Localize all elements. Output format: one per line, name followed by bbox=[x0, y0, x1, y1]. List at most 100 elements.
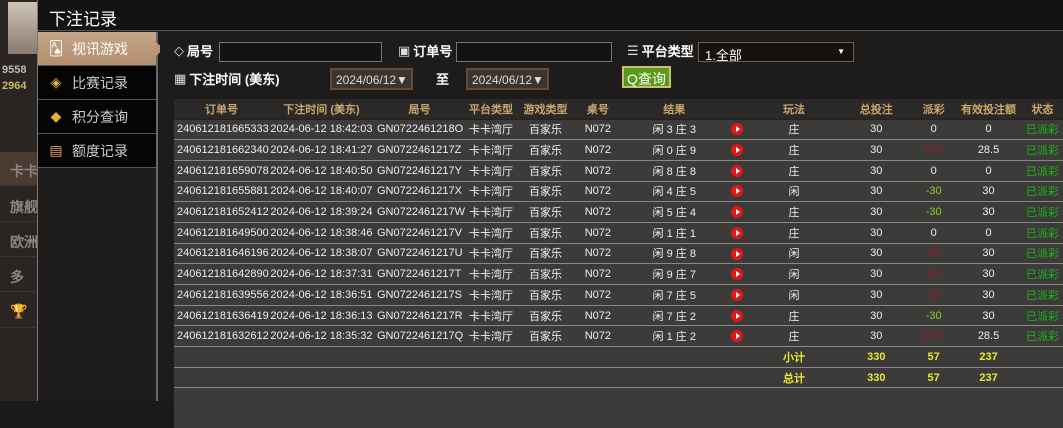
round-id: GN0722461217R bbox=[373, 305, 466, 327]
result: 闲 9 庄 7 bbox=[621, 263, 727, 285]
platform: 卡卡湾厅 bbox=[465, 160, 517, 182]
total-bet: 30 bbox=[841, 222, 912, 244]
status-badge: 已派彩 bbox=[1020, 160, 1063, 182]
empty-cell bbox=[373, 367, 466, 389]
result: 闲 5 庄 4 bbox=[621, 201, 727, 223]
status-badge: 已派彩 bbox=[1020, 263, 1063, 285]
order-id: 240612181646196 bbox=[174, 243, 269, 265]
payout: -30 bbox=[911, 305, 957, 327]
game-type: 百家乐 bbox=[517, 119, 574, 141]
date-to-picker[interactable]: 2024/06/12▼ bbox=[466, 68, 549, 90]
payout: -30 bbox=[911, 201, 957, 223]
table-no: N072 bbox=[573, 201, 622, 223]
total-bet: 30 bbox=[841, 181, 912, 203]
order-id: 240612181636419 bbox=[174, 305, 269, 327]
bet-table: 订单号 下注时间 (美东) 局号 平台类型 游戏类型 桌号 结果 玩法 总投注 派彩 有效投注额 状态… bbox=[174, 99, 1063, 428]
order-input[interactable] bbox=[456, 42, 612, 62]
replay-cell bbox=[726, 284, 747, 306]
result: 闲 1 庄 1 bbox=[621, 222, 727, 244]
table-no: N072 bbox=[573, 119, 622, 141]
bet-type: 庄 bbox=[746, 119, 842, 141]
menu-item-video-games[interactable]: 🂡 视讯游戏 bbox=[38, 32, 164, 66]
subtotal-payout: 57 bbox=[911, 346, 957, 368]
play-video-icon[interactable] bbox=[730, 123, 743, 136]
replay-cell bbox=[726, 139, 747, 161]
platform: 卡卡湾厅 bbox=[465, 222, 517, 244]
order-label: 订单号 bbox=[413, 44, 453, 59]
ticket-icon: ◈ bbox=[50, 74, 62, 90]
bet-type: 闲 bbox=[746, 284, 842, 306]
play-video-icon[interactable] bbox=[730, 247, 743, 260]
valid-bet: 30 bbox=[956, 263, 1021, 285]
play-video-icon[interactable] bbox=[730, 288, 743, 301]
table-row: 240612181665333 2024-06-12 18:42:03 GN0722… bbox=[174, 119, 1063, 141]
lobby-item: 欧洲 bbox=[0, 223, 37, 257]
game-type: 百家乐 bbox=[517, 181, 574, 203]
play-video-icon[interactable] bbox=[730, 144, 743, 157]
round-id: GN0722461218O bbox=[373, 119, 466, 141]
valid-bet: 30 bbox=[956, 243, 1021, 265]
table-no: N072 bbox=[573, 325, 622, 348]
empty-cell bbox=[1020, 367, 1063, 389]
query-label: 查询 bbox=[637, 71, 666, 87]
status-badge: 已派彩 bbox=[1020, 305, 1063, 327]
table-no: N072 bbox=[573, 284, 622, 306]
date-from-picker[interactable]: 2024/06/12▼ bbox=[330, 68, 413, 90]
result: 闲 3 庄 3 bbox=[621, 119, 727, 141]
bet-time: 2024-06-12 18:38:46 bbox=[268, 222, 374, 244]
content-area: ◇ 局号 ▣ 订单号 ☰ 平台类型 1.全部 ▼ ▦ 下注时间 (美东) 2024/06/… bbox=[160, 32, 1063, 428]
table-row: 240612181642890 2024-06-12 18:37:31 GN0722… bbox=[174, 263, 1063, 285]
empty-cell bbox=[726, 346, 747, 368]
menu-label: 视讯游戏 bbox=[72, 40, 128, 57]
total-bet: 30 bbox=[841, 160, 912, 182]
bet-type: 庄 bbox=[746, 325, 842, 348]
play-video-icon[interactable] bbox=[730, 309, 743, 322]
platform: 卡卡湾厅 bbox=[465, 263, 517, 285]
game-type: 百家乐 bbox=[517, 160, 574, 182]
lobby-item: 旗舰 bbox=[0, 188, 37, 222]
status-badge: 已派彩 bbox=[1020, 284, 1063, 306]
query-button[interactable]: Q查询 bbox=[622, 66, 671, 88]
round-input[interactable] bbox=[219, 42, 382, 62]
play-video-icon[interactable] bbox=[730, 268, 743, 281]
table-row: 240612181655881 2024-06-12 18:40:07 GN0722… bbox=[174, 181, 1063, 203]
menu-item-points[interactable]: ◆ 积分查询 bbox=[38, 100, 156, 134]
game-type: 百家乐 bbox=[517, 284, 574, 306]
diamond-icon: ◆ bbox=[50, 108, 62, 124]
total-bet: 30 bbox=[841, 263, 912, 285]
result: 闲 8 庄 8 bbox=[621, 160, 727, 182]
total-total-bet: 330 bbox=[841, 367, 912, 389]
list-icon: ☰ bbox=[627, 42, 639, 58]
round-id: GN0722461217Y bbox=[373, 160, 466, 182]
play-video-icon[interactable] bbox=[730, 226, 743, 239]
lobby-item: 多 bbox=[0, 258, 37, 292]
play-video-icon[interactable] bbox=[730, 330, 743, 343]
valid-bet: 30 bbox=[956, 284, 1021, 306]
payout: 0 bbox=[911, 222, 957, 244]
play-video-icon[interactable] bbox=[730, 206, 743, 219]
platform-select[interactable]: 1.全部 ▼ bbox=[698, 42, 854, 63]
result: 闲 4 庄 5 bbox=[621, 181, 727, 203]
side-menu: 🂡 视讯游戏 ◈ 比赛记录 ◆ 积分查询 ▤ 额度记录 bbox=[38, 32, 164, 401]
table-no: N072 bbox=[573, 305, 622, 327]
empty-cell bbox=[268, 367, 374, 389]
payout: 0 bbox=[911, 119, 957, 141]
to-label: 至 bbox=[436, 72, 450, 87]
play-video-icon[interactable] bbox=[730, 185, 743, 198]
bet-time: 2024-06-12 18:40:07 bbox=[268, 181, 374, 203]
bet-time: 2024-06-12 18:40:50 bbox=[268, 160, 374, 182]
menu-item-credit-records[interactable]: ▤ 额度记录 bbox=[38, 134, 156, 168]
status-badge: 已派彩 bbox=[1020, 139, 1063, 161]
order-id: 240612181639556 bbox=[174, 284, 269, 306]
bet-type: 庄 bbox=[746, 160, 842, 182]
round-id: GN0722461217S bbox=[373, 284, 466, 306]
round-label: 局号 bbox=[187, 44, 214, 59]
trophy-icon: 🏆 bbox=[0, 294, 37, 328]
valid-bet: 30 bbox=[956, 305, 1021, 327]
order-id: 240612181662340 bbox=[174, 139, 269, 161]
bet-type: 庄 bbox=[746, 139, 842, 161]
menu-item-match-records[interactable]: ◈ 比赛记录 bbox=[38, 66, 156, 100]
payout: 30 bbox=[911, 284, 957, 306]
table-no: N072 bbox=[573, 181, 622, 203]
play-video-icon[interactable] bbox=[730, 164, 743, 177]
